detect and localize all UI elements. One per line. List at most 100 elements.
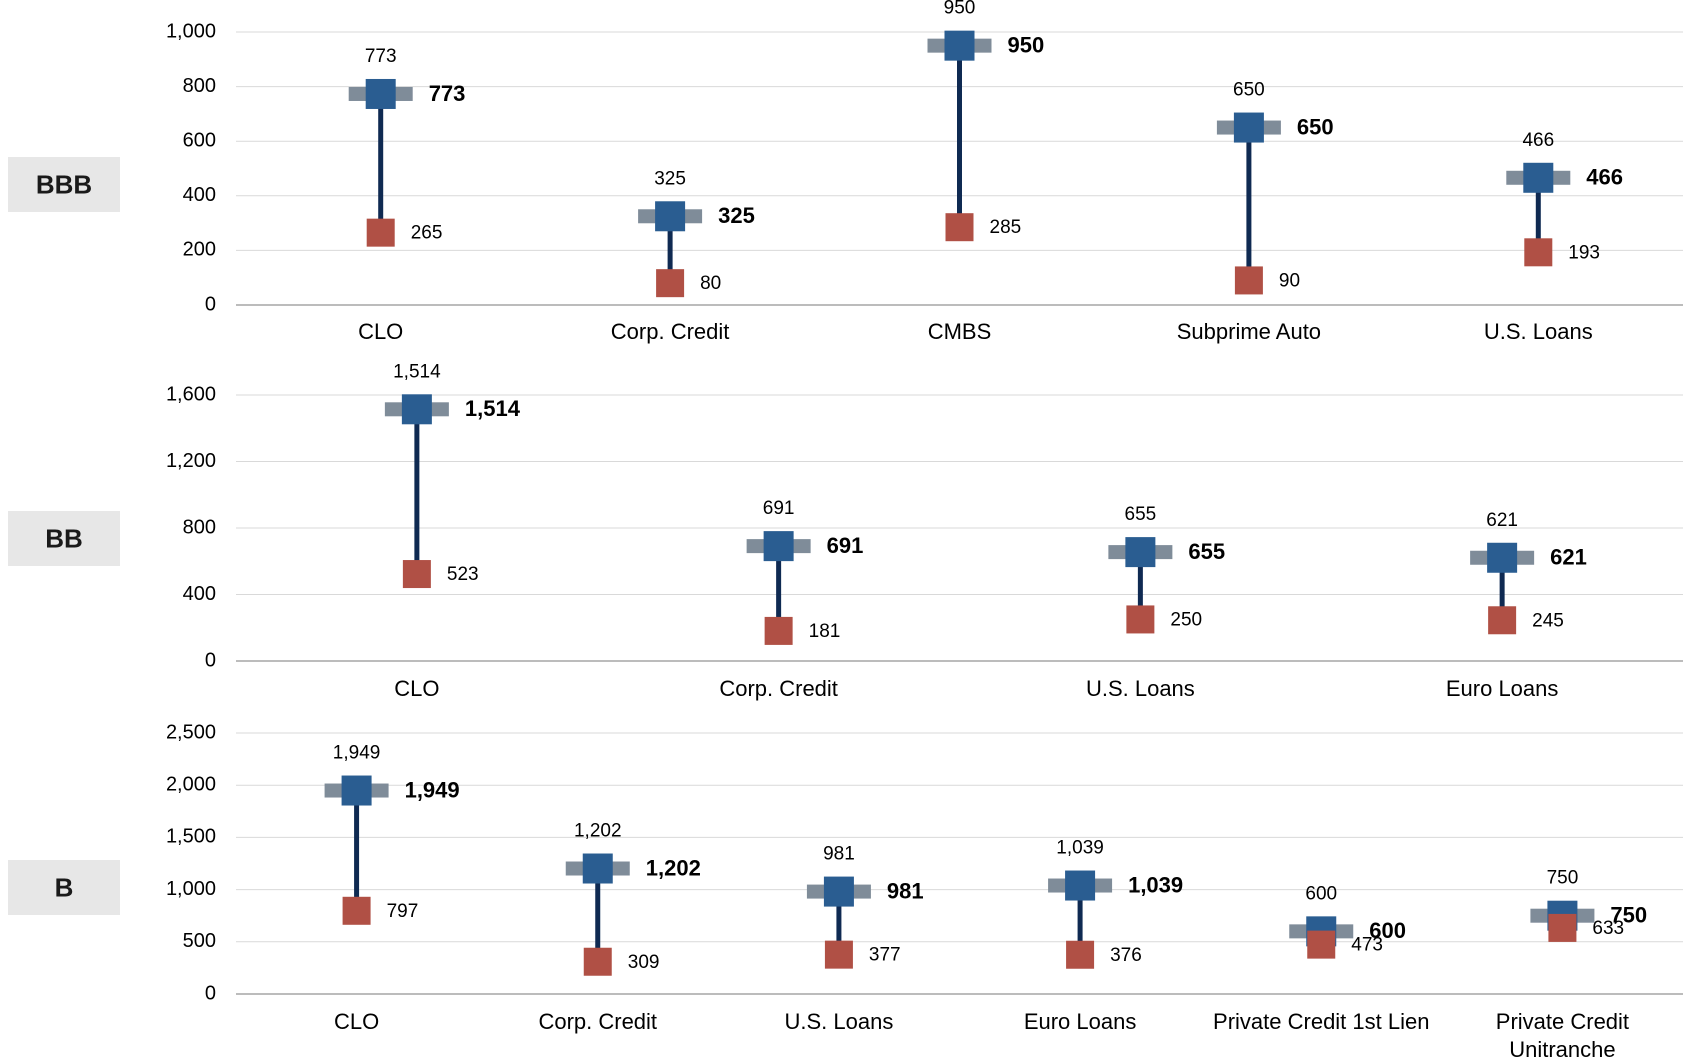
low-value-label: 90: [1279, 270, 1300, 291]
high-marker: [1065, 870, 1096, 901]
low-value-label: 181: [809, 621, 841, 642]
high-value-label: 1,514: [393, 361, 441, 382]
y-tick-label: 0: [205, 649, 216, 671]
y-tick-label: 800: [183, 516, 216, 538]
high-marker: [763, 531, 794, 562]
high-value-label: 981: [823, 844, 855, 865]
y-tick-label: 600: [183, 129, 216, 151]
low-value-label: 193: [1568, 242, 1600, 263]
low-marker: [945, 213, 974, 242]
y-tick-label: 1,500: [166, 826, 216, 848]
y-tick-label: 1,000: [166, 20, 216, 42]
range-point: 1,514 1,514 523 CLO: [384, 361, 521, 701]
low-value-label: 250: [1170, 609, 1202, 630]
high-marker: [1487, 542, 1518, 573]
category-label: Euro Loans: [1024, 1009, 1137, 1034]
category-label: Corp. Credit: [611, 319, 730, 344]
y-tick-label: 800: [183, 75, 216, 97]
panel-b: B 0 500 1,000 1,500 2,000 2,500 1,949 1,949 797 CL…: [8, 721, 1683, 1061]
high-marker: [401, 394, 432, 425]
y-tick-label: 200: [183, 239, 216, 261]
low-marker: [1066, 940, 1095, 969]
category-label: CLO: [394, 676, 439, 701]
y-tick-label: 0: [205, 293, 216, 315]
high-value-label-bold: 691: [827, 533, 864, 558]
high-value-label-bold: 1,514: [465, 396, 521, 421]
high-value-label-bold: 1,949: [405, 777, 460, 802]
range-point: 655 655 250 U.S. Loans: [1086, 504, 1225, 701]
high-value-label-bold: 325: [718, 203, 755, 228]
category-label: CLO: [358, 319, 403, 344]
high-value-label-bold: 1,202: [646, 855, 701, 880]
high-marker: [655, 201, 686, 232]
high-value-label: 750: [1547, 868, 1579, 889]
y-tick-label: 0: [205, 982, 216, 1004]
high-marker: [582, 853, 613, 884]
rating-label: BB: [45, 523, 83, 553]
high-value-label-bold: 600: [1369, 918, 1406, 943]
high-value-label: 1,202: [574, 821, 622, 842]
high-marker: [1125, 537, 1156, 568]
panel-bbb: BBB 0 200 400 600 800 1,000 773 773 265 CLO 325 325 8…: [8, 0, 1683, 344]
high-value-label: 325: [654, 168, 686, 189]
range-point: 981 981 377 U.S. Loans: [784, 844, 923, 1034]
range-point: 466 466 193 U.S. Loans: [1484, 130, 1623, 344]
low-value-label: 376: [1110, 945, 1142, 966]
high-value-label: 773: [365, 46, 397, 67]
range-point: 1,949 1,949 797 CLO: [324, 743, 460, 1034]
low-marker: [656, 269, 685, 298]
range-point: 950 950 285 CMBS: [927, 0, 1045, 344]
y-tick-label: 500: [183, 930, 216, 952]
low-value-label: 377: [869, 945, 901, 966]
category-label: Private Credit: [1496, 1009, 1629, 1034]
y-tick-label: 1,000: [166, 878, 216, 900]
low-marker: [1488, 606, 1517, 635]
category-label: CLO: [334, 1009, 379, 1034]
range-point: 1,039 1,039 376 Euro Loans: [1024, 838, 1183, 1034]
low-marker: [342, 896, 371, 925]
low-marker: [824, 940, 853, 969]
low-marker: [402, 560, 431, 589]
low-value-label: 285: [990, 217, 1022, 238]
rating-label: BBB: [36, 169, 92, 199]
high-value-label: 1,039: [1056, 838, 1104, 859]
low-marker: [583, 947, 612, 976]
high-value-label-bold: 655: [1188, 539, 1225, 564]
high-value-label-bold: 950: [1008, 32, 1045, 57]
low-value-label: 633: [1592, 918, 1624, 939]
high-marker: [365, 78, 396, 109]
range-point: 1,202 1,202 309 Corp. Credit: [538, 821, 700, 1034]
high-marker: [341, 775, 372, 806]
high-value-label: 600: [1305, 883, 1337, 904]
range-point: 325 325 80 Corp. Credit: [611, 168, 755, 344]
low-marker: [1524, 238, 1553, 267]
rating-box: [8, 860, 120, 915]
category-label: U.S. Loans: [1484, 319, 1593, 344]
low-value-label: 265: [411, 223, 443, 244]
y-tick-label: 1,600: [166, 383, 216, 405]
high-marker: [1523, 162, 1554, 193]
low-value-label: 797: [387, 901, 419, 922]
category-label: Corp. Credit: [538, 1009, 657, 1034]
high-value-label: 621: [1486, 510, 1518, 531]
high-value-label: 466: [1522, 130, 1554, 151]
rating-label: B: [55, 872, 74, 902]
high-marker: [1233, 112, 1264, 143]
high-marker: [944, 30, 975, 61]
category-label: Corp. Credit: [719, 676, 838, 701]
high-value-label: 655: [1125, 504, 1157, 525]
category-label: U.S. Loans: [1086, 676, 1195, 701]
category-label: Subprime Auto: [1177, 319, 1321, 344]
high-value-label-bold: 750: [1610, 903, 1647, 928]
range-point: 621 621 245 Euro Loans: [1446, 510, 1587, 701]
panel-bb: BB04008001,2001,6001,5141,514523CLO69169…: [8, 361, 1683, 701]
low-marker: [1126, 605, 1155, 634]
low-marker: [1548, 913, 1577, 942]
low-marker: [366, 218, 395, 247]
high-value-label: 650: [1233, 80, 1265, 101]
low-value-label: 473: [1351, 935, 1383, 956]
low-value-label: 80: [700, 273, 721, 294]
low-value-label: 309: [628, 952, 660, 973]
